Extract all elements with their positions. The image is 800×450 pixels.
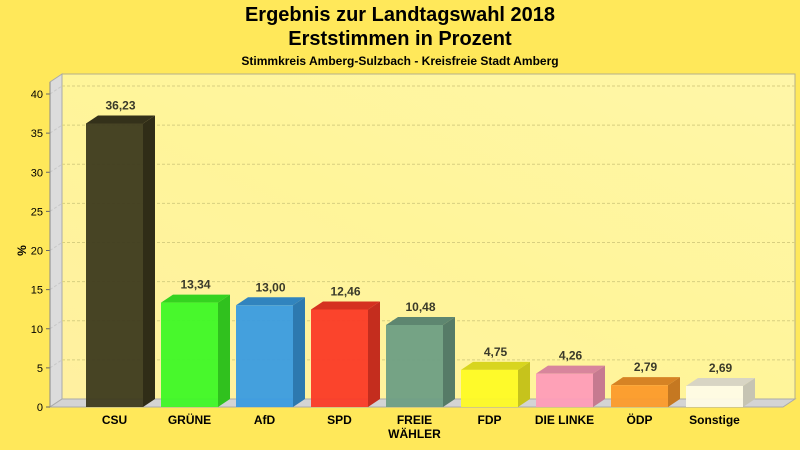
x-tick-label: FREIE [397, 413, 432, 427]
bar-side [368, 301, 380, 407]
x-tick-label: SPD [327, 413, 352, 427]
chart-title: Ergebnis zur Landtagswahl 2018 [244, 4, 556, 26]
x-tick-label: CSU [102, 413, 127, 427]
bar-top [536, 365, 605, 374]
chart-subtitle-2: Stimmkreis Amberg-Sulzbach - Kreisfreie … [241, 54, 559, 68]
data-label: 36,23 [105, 99, 135, 113]
gridline-side [49, 163, 63, 173]
data-label: 4,26 [559, 349, 583, 363]
bar-side [743, 377, 755, 407]
x-tick-label: GRÜNE [168, 412, 211, 427]
data-label: 4,75 [484, 345, 508, 359]
bar-spd [311, 301, 380, 407]
bar-front [161, 302, 218, 407]
gridline-side [49, 85, 63, 95]
data-label: 12,46 [330, 285, 360, 299]
bar-sonstige [686, 377, 755, 407]
bar-fdp [461, 361, 530, 407]
gridline-side [49, 242, 63, 251]
plot-left-wall [49, 73, 63, 408]
bar-front [686, 385, 743, 407]
gridline-side [49, 281, 63, 291]
bar-front [611, 385, 668, 407]
y-tick-label: 15 [31, 285, 43, 297]
data-label: 13,00 [255, 280, 285, 294]
data-label: 10,48 [405, 300, 435, 314]
x-tick-label: AfD [254, 413, 276, 427]
data-label: 2,69 [709, 361, 733, 375]
gridline-side [49, 202, 63, 212]
bar-side [218, 294, 230, 407]
y-tick-label: 30 [31, 167, 43, 179]
x-tick-label: Sonstige [689, 413, 740, 427]
bar-side [143, 115, 155, 408]
gridline-side [49, 320, 63, 330]
bar-side [668, 377, 680, 407]
bar-grüne [161, 294, 230, 407]
bar-freie-wähler [386, 316, 455, 407]
bar-ödp [611, 377, 680, 407]
bar-top [86, 115, 155, 124]
x-tick-label: ÖDP [626, 412, 652, 427]
y-tick-label: 35 [31, 128, 43, 140]
x-tick-label: FDP [478, 413, 502, 427]
bar-front [536, 373, 593, 407]
chart-subtitle: Erststimmen in Prozent [288, 28, 512, 50]
bar-front [236, 305, 293, 407]
y-tick-label: 40 [31, 89, 43, 101]
gridline-side [49, 359, 63, 369]
y-tick-label: 25 [31, 206, 43, 218]
bar-top [311, 301, 380, 310]
bar-csu [86, 115, 155, 408]
data-label: 13,34 [180, 278, 210, 292]
bar-top [161, 294, 230, 303]
y-axis-label: % [15, 245, 29, 256]
bar-top [611, 377, 680, 386]
bar-side [518, 361, 530, 407]
y-tick-label: 5 [37, 363, 43, 375]
y-tick-label: 20 [31, 246, 43, 258]
x-tick-label: DIE LINKE [535, 413, 594, 427]
gridline-side [49, 124, 63, 134]
bar-side [593, 365, 605, 407]
bar-die-linke [536, 365, 605, 407]
bar-side [293, 297, 305, 407]
y-tick-label: 0 [37, 402, 43, 414]
bar-afd [236, 297, 305, 407]
x-tick-label: WÄHLER [388, 426, 441, 441]
bar-side [443, 316, 455, 407]
bar-front [386, 324, 443, 407]
bar-top [686, 377, 755, 386]
bar-top [386, 316, 455, 325]
bar-front [311, 309, 368, 407]
y-tick-label: 10 [31, 324, 43, 336]
bar-front [461, 369, 518, 407]
data-label: 2,79 [634, 360, 658, 374]
bar-top [236, 297, 305, 306]
bar-front [86, 123, 143, 408]
bar-top [461, 361, 530, 370]
